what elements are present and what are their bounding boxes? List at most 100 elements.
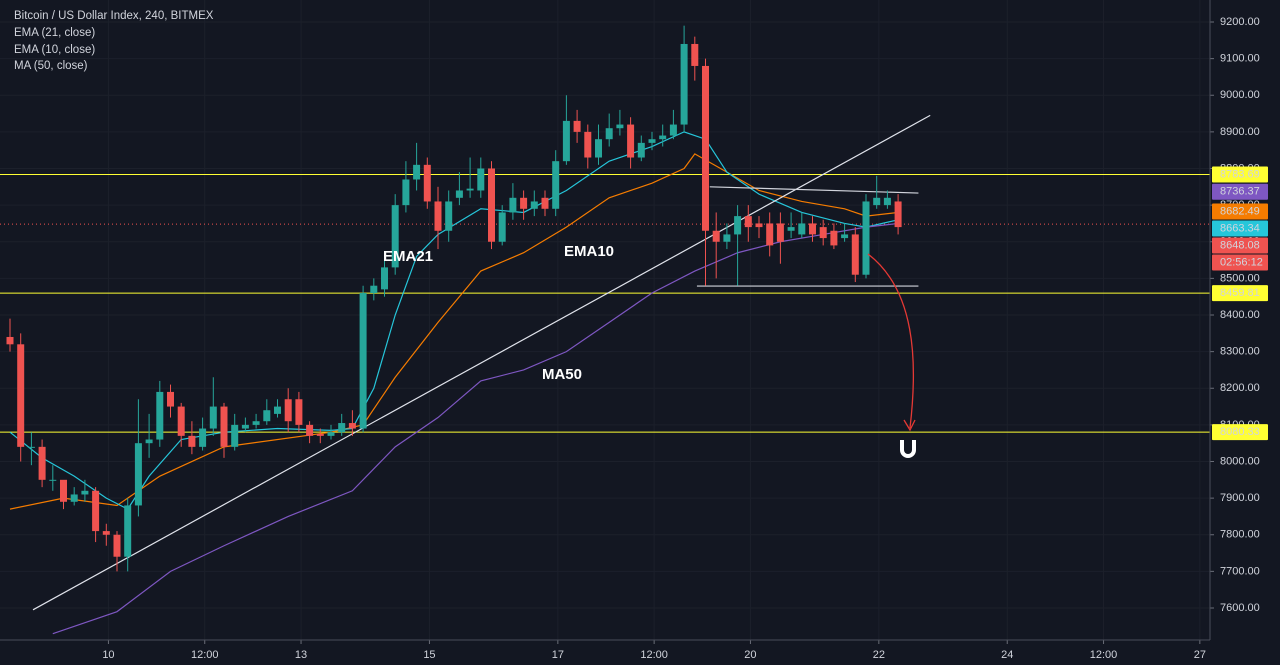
candle-body [487, 168, 495, 242]
candle-body [594, 139, 602, 158]
candle-body [648, 139, 656, 143]
price-tag [1212, 237, 1268, 254]
candle-body [177, 406, 185, 436]
candle-body [338, 423, 346, 433]
candle-body [209, 406, 217, 429]
candle-body [830, 230, 838, 246]
candle-body [413, 164, 421, 180]
candle-body [680, 43, 688, 125]
y-tick-label: 8300.00 [1220, 346, 1260, 358]
candle-body [669, 124, 677, 136]
candle-body [552, 161, 560, 209]
candle-body [59, 479, 67, 502]
candle-body [359, 293, 367, 429]
x-tick-label: 17 [552, 649, 564, 661]
candle-body [455, 190, 463, 198]
candle-body [188, 435, 196, 447]
price-tag-label: 8648.08 [1220, 239, 1260, 251]
price-tag [1212, 220, 1268, 237]
candle-body [348, 423, 356, 429]
candle-body [49, 479, 57, 481]
candle-body [370, 285, 378, 294]
candle-body [744, 216, 752, 228]
candle-body [808, 223, 816, 235]
candle-body [231, 424, 239, 447]
candle-body [17, 344, 25, 447]
candle-body [637, 142, 645, 158]
candle-body [134, 443, 142, 506]
candle-body [402, 179, 410, 206]
x-tick-label: 15 [423, 649, 435, 661]
x-tick-label: 12:00 [640, 649, 668, 661]
annotation: EMA10 [564, 243, 614, 260]
candle-body [562, 120, 570, 162]
candle-body [199, 428, 207, 447]
candle-body [841, 234, 849, 239]
candle-body [38, 446, 46, 480]
candle-body [273, 406, 281, 414]
candle-body [434, 201, 442, 231]
candle-body [530, 201, 538, 209]
candle-body [220, 406, 228, 447]
trend-line [709, 186, 919, 194]
candle-body [894, 201, 902, 228]
y-tick-label: 7700.00 [1220, 565, 1260, 577]
candle-body [380, 267, 388, 290]
x-tick-label: 27 [1194, 649, 1206, 661]
candle-body [605, 128, 613, 140]
price-tag [1212, 166, 1268, 183]
y-tick-label: 9200.00 [1220, 16, 1260, 28]
price-tag-label: 8736.37 [1220, 186, 1260, 198]
plot [0, 25, 1210, 635]
annotation: MA50 [542, 366, 582, 383]
candle-body [712, 230, 720, 242]
candle-body [263, 410, 271, 422]
arrow [867, 253, 915, 429]
price-tag [1212, 285, 1268, 302]
candle-body [252, 421, 260, 425]
price-tag-label: 8080.33 [1220, 426, 1260, 438]
y-tick-label: 8000.00 [1220, 455, 1260, 467]
price-tag [1212, 424, 1268, 441]
y-tick-label: 7800.00 [1220, 529, 1260, 541]
x-tick-label: 10 [102, 649, 114, 661]
candle-body [445, 201, 453, 231]
candle-body [701, 65, 709, 231]
x-tick-label: 12:00 [1090, 649, 1118, 661]
magnet-icon [900, 440, 916, 458]
candle-body [102, 531, 110, 535]
candle-body [691, 43, 699, 66]
candle-body [659, 135, 667, 140]
y-tick-label: 9000.00 [1220, 89, 1260, 101]
price-tag-label: 8682.49 [1220, 205, 1260, 217]
y-tick-label: 9100.00 [1220, 53, 1260, 65]
candle-body [573, 120, 581, 132]
annotation: EMA21 [383, 248, 433, 265]
y-tick-label: 7900.00 [1220, 492, 1260, 504]
candle-body [477, 168, 485, 191]
candle-body [851, 234, 859, 275]
candle-body [27, 446, 35, 448]
candle-body [466, 188, 474, 191]
candle-body [755, 223, 763, 228]
legend-entry: MA (50, close) [14, 60, 88, 72]
candle-body [327, 432, 335, 436]
candle-body [541, 197, 549, 209]
candle-body [723, 234, 731, 242]
candle-body [584, 131, 592, 158]
price-tag-label: 8459.81 [1220, 287, 1260, 299]
price-tag [1212, 203, 1268, 220]
candle-body [520, 197, 528, 209]
countdown-tag [1212, 254, 1268, 271]
candle-body [787, 227, 795, 231]
arrow-head [903, 419, 916, 432]
candle-body [734, 216, 742, 235]
x-tick-label: 20 [744, 649, 756, 661]
price-tag [1212, 183, 1268, 200]
candle-body [819, 227, 827, 239]
candle-body [70, 494, 78, 502]
y-tick-label: 7600.00 [1220, 602, 1260, 614]
